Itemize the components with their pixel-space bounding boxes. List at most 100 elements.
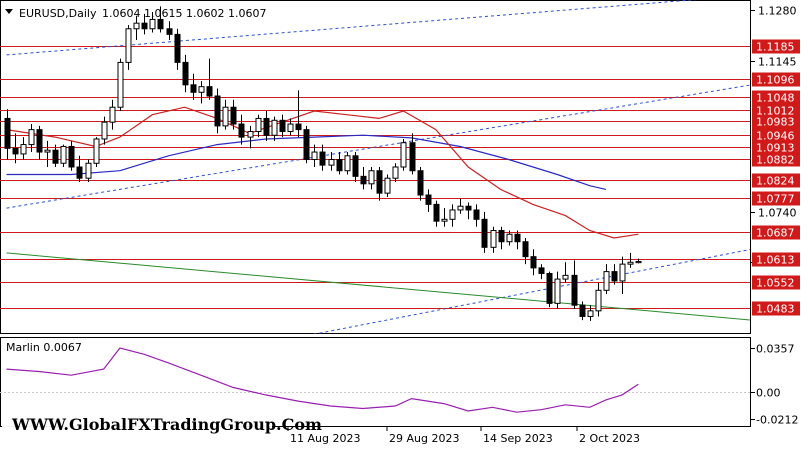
bearish-candle-body	[190, 84, 197, 93]
candle	[295, 90, 302, 138]
candle	[20, 137, 27, 160]
candle	[376, 167, 383, 201]
candle	[76, 155, 83, 182]
candle	[166, 21, 173, 40]
marlin-label: Marlin 0.0067	[6, 341, 82, 354]
candle	[530, 249, 537, 276]
candle	[449, 204, 456, 227]
candle	[400, 138, 407, 171]
candle	[457, 198, 464, 214]
bullish-candle-body	[125, 28, 132, 63]
candle	[4, 109, 11, 160]
candle	[157, 6, 164, 33]
bearish-candle-body	[360, 175, 367, 185]
time-tick-label: 2 Oct 2023	[579, 432, 640, 445]
bearish-candle-body	[481, 218, 488, 248]
bearish-candle-body	[409, 142, 416, 172]
bearish-candle-body	[425, 194, 432, 205]
candle	[28, 124, 35, 153]
candle	[303, 125, 310, 164]
bullish-candle-body	[627, 261, 634, 265]
level-label-bg	[752, 173, 800, 188]
candle	[133, 15, 140, 40]
bearish-candle-body	[263, 117, 270, 136]
level-label-bg	[752, 152, 800, 167]
bearish-candle-body	[4, 117, 11, 149]
level-label: 1.0946	[756, 130, 795, 143]
bearish-candle-body	[52, 149, 59, 164]
candle	[12, 133, 19, 164]
candle	[311, 144, 318, 167]
level-label: 1.0824	[756, 175, 795, 188]
level-label: 1.0882	[756, 154, 795, 167]
candle	[409, 133, 416, 175]
candles	[4, 6, 642, 321]
bullish-candle-body	[587, 310, 594, 317]
candle	[149, 11, 156, 33]
level-label-bg	[752, 301, 800, 316]
time-tick-label: 11 Aug 2023	[290, 432, 360, 445]
bullish-candle-body	[603, 271, 610, 291]
bearish-candle-body	[303, 129, 310, 161]
bullish-candle-body	[441, 218, 448, 222]
candle	[417, 167, 424, 201]
candle	[506, 230, 513, 246]
candle	[279, 114, 286, 138]
bearish-candle-body	[68, 145, 75, 168]
candle	[328, 152, 335, 171]
trend-lines	[6, 0, 750, 334]
symbol-timeframe-label: EURUSD,Daily	[19, 7, 97, 20]
watermark-text: WWW.GlobalFXTradingGroup.Com	[11, 415, 322, 434]
candle	[125, 25, 132, 70]
bearish-candle-body	[522, 241, 529, 258]
bullish-candle-body	[44, 149, 51, 153]
symbol-dropdown-icon[interactable]	[5, 9, 13, 14]
bearish-candle-body	[206, 86, 213, 97]
bearish-candle-body	[352, 155, 359, 177]
moving-averages	[6, 106, 639, 239]
bearish-candle-body	[319, 151, 326, 166]
candle	[441, 208, 448, 227]
bearish-candle-body	[230, 106, 237, 125]
bearish-candle-body	[514, 233, 521, 243]
level-label-bg	[752, 72, 800, 87]
watermark-logo: WWW.GlobalFXTradingGroup.Com	[2, 406, 322, 442]
bullish-candle-body	[109, 106, 116, 123]
candle	[60, 144, 67, 167]
candle	[546, 271, 553, 308]
level-label-bg	[752, 191, 800, 206]
price-tick-label: 1.1145	[758, 56, 797, 69]
marlin-line	[6, 347, 639, 413]
level-label: 1.0613	[756, 254, 795, 267]
bullish-candle-body	[344, 155, 351, 172]
bullish-candle-body	[400, 142, 407, 168]
main-panel-frame	[0, 0, 751, 334]
level-labels: 1.1185 1.1096 1.10481.10121.09831.09461.09…	[752, 39, 800, 316]
bearish-candle-body	[579, 304, 586, 317]
candle	[514, 230, 521, 250]
candle	[498, 226, 505, 250]
candle	[352, 152, 359, 182]
level-label-bg	[752, 114, 800, 129]
level-label: 1.0777	[756, 193, 795, 206]
bullish-candle-body	[619, 263, 626, 282]
bearish-candle-body	[295, 123, 302, 131]
candle	[271, 116, 278, 141]
bullish-candle-body	[457, 205, 464, 211]
price-tick-label: 1.1280	[758, 5, 797, 18]
candle	[182, 54, 189, 93]
candle	[522, 237, 529, 265]
bearish-candle-body	[238, 123, 245, 138]
candle	[93, 137, 100, 167]
indicator-tick-label: 0.00	[756, 387, 781, 400]
bullish-candle-body	[101, 121, 108, 140]
candle	[554, 271, 561, 309]
bearish-candle-body	[611, 271, 618, 282]
indicator-tick-label: 0.0357	[756, 343, 795, 356]
horizontal-levels	[0, 46, 750, 309]
bearish-candle-body	[546, 272, 553, 304]
bullish-candle-body	[328, 159, 335, 166]
bullish-candle-body	[384, 177, 391, 194]
